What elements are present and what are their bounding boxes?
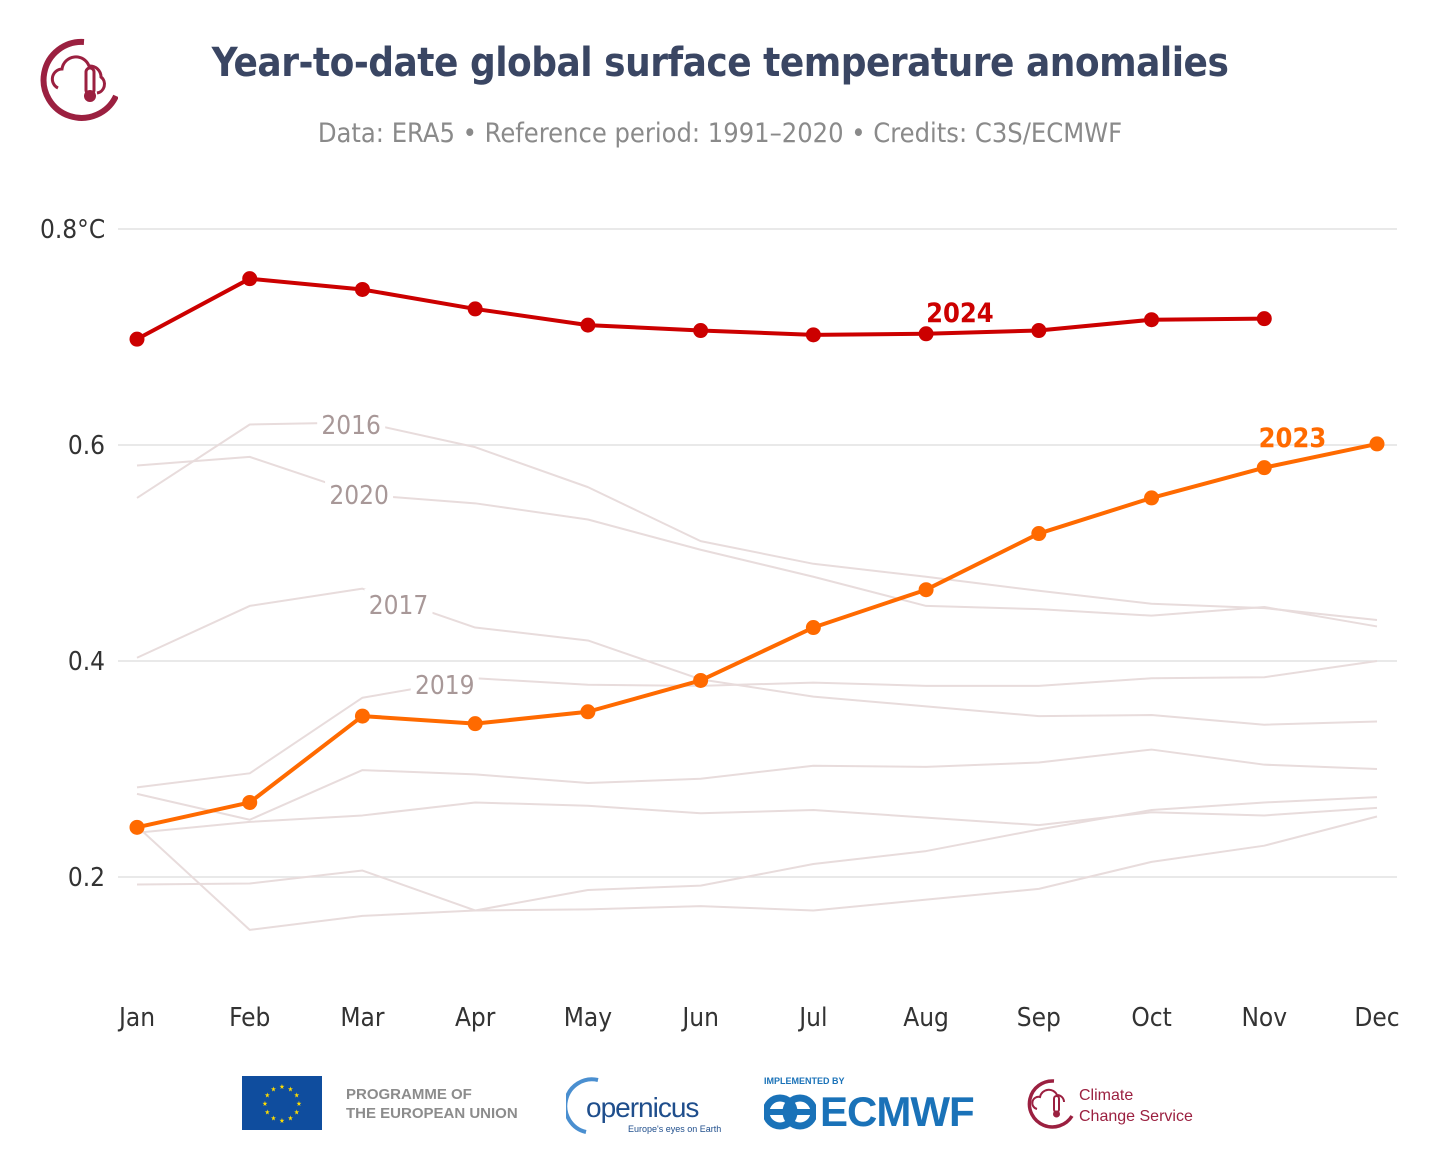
series-2020-label-bg [325,479,394,511]
eu-star-icon: ★ [262,1100,268,1108]
x-tick-label: Mar [340,1003,385,1033]
series-2024-point [242,271,258,287]
series-2017-line [136,587,1378,726]
series-2024-point [805,327,821,343]
eu-line1: PROGRAMME OF [346,1086,472,1103]
x-tick-label: Aug [903,1003,949,1033]
x-tick-label: Jul [797,1003,827,1033]
c3s-line2: Change Service [1079,1108,1193,1125]
series-2017-label: 2017 [369,591,429,621]
series-unlabeled-1-line [136,801,1378,834]
eu-star-icon: ★ [264,1109,270,1117]
c3s-logo-icon [40,38,118,121]
eu-star-icon: ★ [279,1083,285,1091]
eu-star-icon: ★ [288,1085,294,1093]
series-2023-point [693,672,709,688]
eu-star-icon: ★ [294,1109,300,1117]
series-2023-point [354,708,370,724]
y-tick-label: 0.8°C [40,215,105,245]
series-2023-point [1031,526,1047,542]
x-tick-label: Sep [1017,1003,1061,1033]
x-tick-label: Feb [229,1003,270,1033]
copernicus-logo: opernicus Europe's eyes on Earth [566,1076,726,1136]
series-2023-point [805,620,821,636]
eu-star-icon: ★ [264,1092,270,1100]
series-2024-label: 2024 [926,298,994,329]
c3s-text: Climate Change Service [1079,1085,1193,1127]
eu-star-icon: ★ [279,1117,285,1125]
series-2023-point [580,704,596,720]
copernicus-wordmark: opernicus [586,1092,699,1123]
series-2023-point [918,582,934,598]
series-2024-point [1144,312,1160,328]
series-2024-point [693,323,709,339]
ecmwf-wordmark: ECMWF [820,1088,975,1135]
line-chart: 0.8°C 0.6 0.4 0.2 Jan Feb Mar Apr May Jun Jul Aug Se… [40,215,1400,1033]
chart-subtitle: Data: ERA5 • Reference period: 1991–2020… [317,118,1123,149]
series-2024-point [467,301,483,317]
eu-flag-icon: ★ ★ ★ ★ ★ ★ ★ ★ ★ ★ ★ ★ [242,1076,322,1130]
x-tick-label: Apr [455,1003,496,1033]
eu-star-icon: ★ [271,1115,277,1123]
eu-star-icon: ★ [296,1100,302,1108]
series-2023-label: 2023 [1259,423,1327,454]
series-2016-line [136,421,1378,621]
series-2019-line [136,660,1378,789]
series-2019-label-bg [410,669,479,701]
c3s-small-logo-icon [1027,1079,1074,1129]
series-2024-point [354,281,370,297]
ecmwf-mark-icon [764,1094,816,1130]
x-tick-label: Jan [117,1003,155,1033]
y-tick-label: 0.4 [68,647,105,677]
ecmwf-implemented-by: IMPLEMENTED BY [764,1076,845,1086]
series-2024-point [129,331,145,347]
copernicus-tagline: Europe's eyes on Earth [628,1124,722,1134]
series-2020-line [136,455,1378,628]
eu-star-icon: ★ [288,1115,294,1123]
series-unlabeled-0-line [136,748,1378,821]
x-tick-label: May [564,1003,613,1033]
copernicus-arc-icon [566,1077,599,1134]
series-2016-label: 2016 [321,411,381,441]
series-2023-point [242,794,258,810]
series-2024-point [1256,311,1272,327]
series-2024-point [918,326,934,342]
eu-line2: THE EUROPEAN UNION [346,1105,518,1122]
series-2016-label-bg [317,409,386,441]
eu-programme-text: PROGRAMME OF THE EUROPEAN UNION [346,1085,518,1123]
x-tick-label: Jun [680,1003,719,1033]
series-2017-label-bg [364,589,433,621]
eu-star-icon: ★ [271,1085,277,1093]
y-tick-label: 0.6 [68,431,105,461]
series-2019-label: 2019 [415,671,475,701]
y-tick-label: 0.2 [68,863,105,893]
series-2024-point [1031,323,1047,339]
x-tick-label: Oct [1131,1003,1171,1033]
series-2023-line [136,441,1378,830]
series-2024-point [580,317,596,333]
eu-star-icon: ★ [294,1092,300,1100]
footer-logos: ★ ★ ★ ★ ★ ★ ★ ★ ★ ★ ★ ★ PROGRAMME OF THE EUROPEAN U… [0,1072,1440,1142]
series-2023-point [1256,460,1272,476]
c3s-line1: Climate [1079,1087,1134,1104]
series-unlabeled-3-line [136,796,1378,912]
series-2020-label: 2020 [329,481,389,511]
series-2023-point [1369,436,1385,452]
series-2023-point [1144,490,1160,506]
x-tick-label: Dec [1354,1003,1399,1033]
series-2023-point [467,716,483,732]
x-tick-label: Nov [1241,1003,1287,1033]
chart-title: Year-to-date global surface temperature … [211,40,1229,86]
series-unlabeled-2-line [136,815,1378,931]
series-2023-point [129,819,145,835]
